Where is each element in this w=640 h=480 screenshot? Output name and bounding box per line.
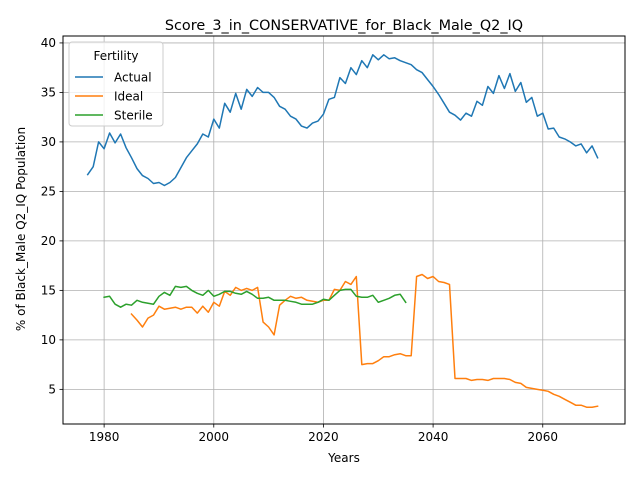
legend-title: Fertility	[93, 49, 138, 63]
x-tick-label: 2020	[308, 430, 339, 444]
plot-series	[86, 54, 599, 408]
chart-title: Score_3_in_CONSERVATIVE_for_Black_Male_Q…	[165, 18, 523, 34]
y-tick-label: 30	[41, 135, 56, 149]
series-line-sterile	[103, 285, 407, 308]
y-tick-label: 35	[41, 86, 56, 100]
y-tick-label: 25	[41, 185, 56, 199]
legend-label-sterile: Sterile	[114, 108, 153, 122]
legend-label-actual: Actual	[114, 70, 152, 84]
x-tick-label: 1980	[89, 430, 120, 444]
x-tick-label: 2000	[199, 430, 230, 444]
x-axis-label: Years	[327, 451, 360, 465]
legend-frame	[68, 41, 164, 127]
x-tick-label: 2040	[418, 430, 449, 444]
legend-label-ideal: Ideal	[114, 89, 143, 103]
plot-frame	[62, 35, 626, 425]
series-line-actual	[86, 54, 599, 187]
grid-lines	[63, 36, 625, 424]
y-tick-label: 5	[48, 383, 56, 397]
y-tick-label: 15	[41, 284, 56, 298]
y-tick-label: 10	[41, 333, 56, 347]
x-tick-label: 2060	[527, 430, 558, 444]
legend-items: Actual Ideal Sterile	[75, 70, 153, 122]
y-tick-label: 20	[41, 234, 56, 248]
series-line-ideal	[130, 273, 599, 408]
y-tick-label: 40	[41, 36, 56, 50]
legend: Fertility Actual Ideal Sterile	[68, 41, 164, 127]
y-axis-ticks: 5 10 15 20 25 30 35 40	[41, 36, 63, 397]
y-axis-label: % of Black_Male Q2_IQ Population	[14, 127, 28, 331]
x-axis-ticks: 1980 2000 2020 2040 2060	[89, 424, 558, 444]
